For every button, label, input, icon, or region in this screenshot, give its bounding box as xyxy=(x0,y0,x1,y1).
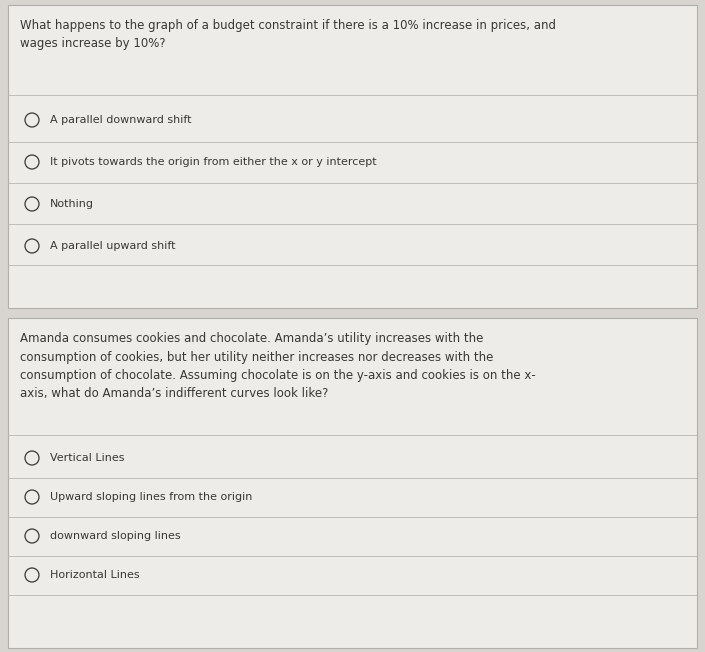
Text: What happens to the graph of a budget constraint if there is a 10% increase in p: What happens to the graph of a budget co… xyxy=(20,19,556,50)
Text: A parallel upward shift: A parallel upward shift xyxy=(50,241,176,251)
Text: downward sloping lines: downward sloping lines xyxy=(50,531,180,541)
Text: It pivots towards the origin from either the x or y intercept: It pivots towards the origin from either… xyxy=(50,157,376,167)
Text: Amanda consumes cookies and chocolate. Amanda’s utility increases with the
consu: Amanda consumes cookies and chocolate. A… xyxy=(20,332,536,400)
Text: Horizontal Lines: Horizontal Lines xyxy=(50,570,140,580)
Text: A parallel downward shift: A parallel downward shift xyxy=(50,115,192,125)
Bar xyxy=(8,318,697,648)
Text: Vertical Lines: Vertical Lines xyxy=(50,453,125,463)
Text: Nothing: Nothing xyxy=(50,199,94,209)
Text: Upward sloping lines from the origin: Upward sloping lines from the origin xyxy=(50,492,252,502)
Bar xyxy=(8,5,697,308)
